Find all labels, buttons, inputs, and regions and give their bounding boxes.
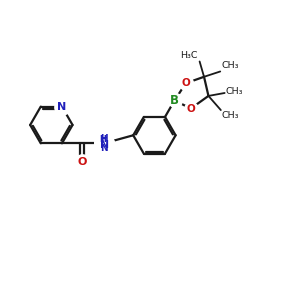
Text: CH₃: CH₃	[222, 111, 239, 120]
Text: H₃C: H₃C	[180, 51, 197, 60]
Text: H: H	[99, 135, 106, 144]
Text: O: O	[77, 157, 87, 166]
Text: CH₃: CH₃	[221, 61, 239, 70]
Text: N: N	[100, 140, 109, 150]
Text: H
N: H N	[100, 134, 108, 153]
Text: O: O	[186, 103, 195, 114]
Text: B: B	[170, 94, 179, 107]
Text: O: O	[182, 78, 190, 88]
Text: CH₃: CH₃	[226, 87, 243, 96]
Text: N: N	[57, 102, 67, 112]
